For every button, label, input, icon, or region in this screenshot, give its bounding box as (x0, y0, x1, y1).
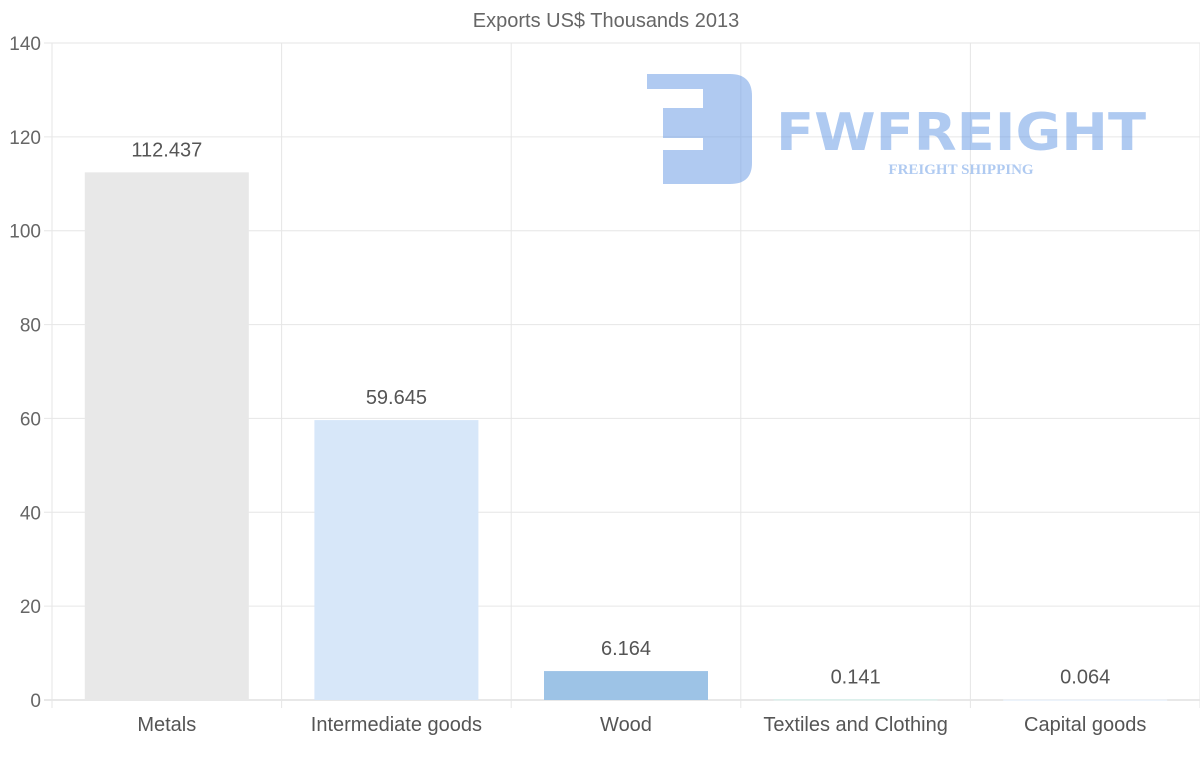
y-tick-label: 120 (9, 128, 41, 149)
data-label: 112.437 (131, 139, 202, 161)
logo-tagline-text: FREIGHT SHIPPING (888, 162, 1033, 178)
bar-metals (84, 172, 249, 700)
bar-intermediate-goods (314, 420, 479, 700)
fwfreight-watermark-logo: FWFREIGHT FREIGHT SHIPPING (647, 74, 1147, 184)
x-tick-label: Capital goods (1024, 714, 1146, 736)
bar-wood (544, 671, 708, 700)
y-tick-label: 20 (20, 597, 41, 618)
y-tick-label: 0 (30, 691, 41, 712)
x-tick-label: Textiles and Clothing (763, 714, 948, 736)
logo-mark-icon (647, 74, 752, 184)
x-tick-label: Wood (600, 714, 652, 736)
data-label: 0.141 (831, 666, 881, 688)
data-label: 6.164 (601, 638, 651, 660)
chart-title: Exports US$ Thousands 2013 (473, 10, 739, 32)
y-tick-label: 140 (9, 34, 41, 55)
y-tick-label: 100 (9, 222, 41, 243)
y-axis: 0 20 40 60 80 100 120 140 (9, 34, 41, 712)
data-label: 0.064 (1060, 667, 1110, 689)
x-tick-label: Intermediate goods (311, 714, 482, 736)
y-tick-label: 40 (20, 503, 41, 524)
bars: 112.437 59.645 6.164 0.141 0.064 (84, 139, 1168, 701)
data-label: 59.645 (366, 387, 427, 409)
logo-brand-text: FWFREIGHT (776, 103, 1147, 163)
y-tick-label: 80 (20, 316, 41, 337)
x-tick-label: Metals (137, 714, 196, 736)
bar-textiles-and-clothing (773, 699, 938, 701)
x-axis: Metals Intermediate goods Wood Textiles and… (137, 714, 1146, 736)
bar-capital-goods (1003, 699, 1168, 701)
y-tick-label: 60 (20, 409, 41, 430)
